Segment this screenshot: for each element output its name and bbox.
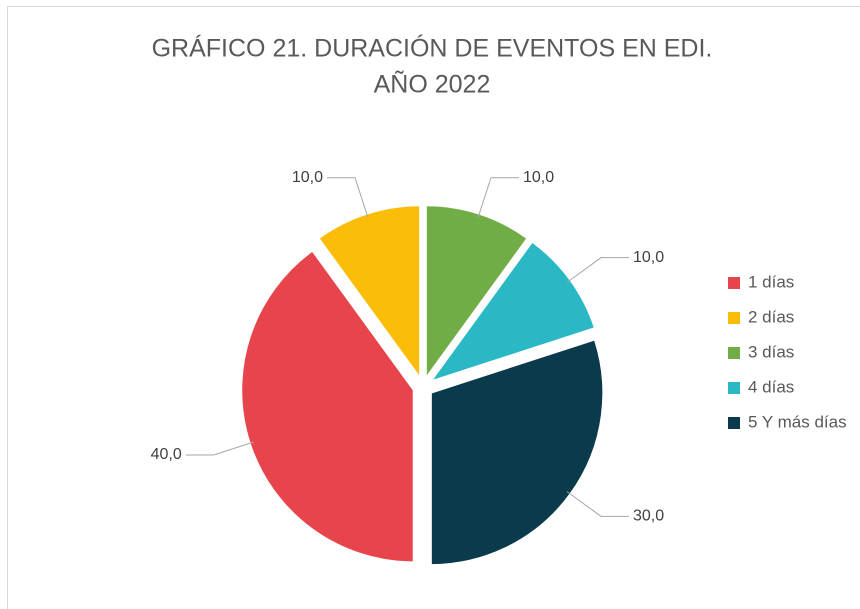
leader-line [477,177,519,218]
legend-swatch [728,277,740,289]
legend-swatch [728,312,740,324]
legend-label: 2 días [748,307,794,326]
chart-title: AÑO 2022 [374,70,491,99]
data-label: 10,0 [523,169,554,186]
data-label: 30,0 [633,508,664,525]
legend-label: 4 días [748,377,794,396]
legend-swatch [728,417,740,429]
data-label: 40,0 [151,446,182,463]
legend-swatch [728,347,740,359]
data-label: 10,0 [292,169,323,186]
legend-label: 5 Y más días [748,412,847,431]
leader-line [327,177,369,218]
leader-line [566,257,629,283]
legend-swatch [728,382,740,394]
chart-title: GRÁFICO 21. DURACIÓN DE EVENTOS EN EDI. [152,34,713,63]
legend-label: 1 días [748,272,794,291]
legend-label: 3 días [748,342,794,361]
leader-line [185,441,254,456]
leader-line [566,491,629,517]
data-label: 10,0 [633,249,664,266]
